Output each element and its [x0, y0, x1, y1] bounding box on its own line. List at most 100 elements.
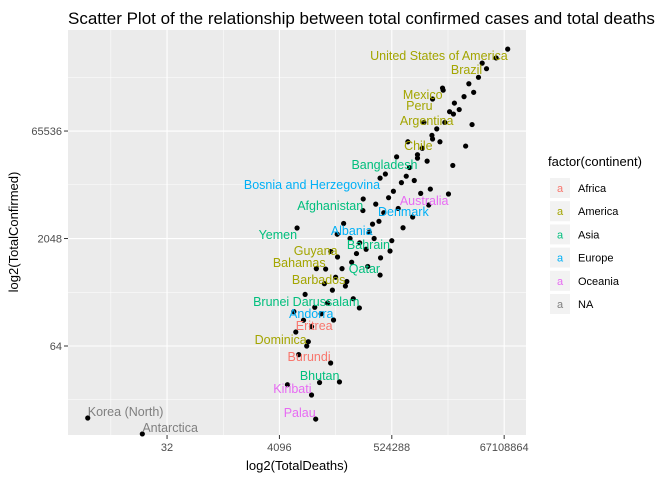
point: [371, 235, 377, 242]
point: [349, 259, 355, 265]
point: [446, 109, 453, 115]
x-tick-label: 524288: [373, 442, 410, 454]
point-label: Mexico: [403, 88, 443, 102]
point-label: Peru: [406, 99, 432, 113]
point: [365, 263, 371, 270]
legend-key: [550, 201, 570, 222]
point: [313, 266, 319, 272]
y-tick-label: 2048: [38, 234, 62, 246]
point: [466, 81, 472, 87]
point: [451, 100, 458, 106]
legend-label: Europe: [578, 253, 613, 265]
point-label: Bangladesh: [351, 158, 417, 172]
point: [360, 196, 366, 202]
point: [442, 119, 448, 126]
legend-glyph: a: [557, 229, 564, 241]
point: [414, 152, 421, 158]
point: [85, 415, 91, 421]
point: [300, 317, 307, 323]
point: [418, 190, 424, 196]
point: [302, 291, 308, 298]
y-tick-label: 65536: [31, 126, 62, 138]
point: [321, 281, 327, 287]
legend-key: [550, 178, 570, 198]
point: [324, 300, 331, 306]
point: [421, 119, 427, 126]
y-tick-label: 64: [50, 341, 62, 353]
point-label: United States of America: [370, 49, 508, 63]
point-label: Brunei Darussalam: [253, 295, 359, 309]
x-tick-label: 4096: [267, 442, 291, 454]
point: [403, 173, 409, 179]
point: [296, 352, 302, 358]
point: [318, 311, 324, 317]
point-label: Eritrea: [296, 319, 333, 333]
point: [376, 218, 382, 224]
point: [304, 343, 310, 349]
legend-title: factor(continent): [548, 154, 642, 169]
legend-key: [550, 247, 570, 268]
point: [398, 180, 405, 186]
point: [360, 207, 366, 214]
point-label: Dominica: [255, 333, 307, 347]
point-label: Australia: [400, 194, 449, 208]
point: [308, 324, 315, 330]
legend-label: Africa: [578, 183, 607, 195]
point: [344, 278, 350, 285]
legend-key: [550, 270, 570, 291]
point: [450, 111, 457, 117]
point: [429, 132, 435, 138]
point: [406, 164, 413, 171]
point-label: Denmark: [378, 205, 429, 219]
point: [450, 162, 456, 169]
point: [411, 177, 417, 184]
point: [284, 382, 291, 388]
point: [313, 416, 319, 422]
point: [405, 139, 411, 145]
point: [356, 305, 362, 311]
point-label: Guyana: [294, 244, 338, 258]
point: [390, 188, 396, 194]
point: [419, 145, 425, 151]
legend-glyph: a: [557, 299, 564, 311]
point: [357, 240, 363, 246]
point: [394, 154, 400, 160]
point: [323, 266, 329, 272]
point-label: Palau: [284, 406, 316, 420]
point-label: Kiribati: [273, 382, 311, 396]
point: [505, 46, 511, 52]
point: [139, 431, 145, 437]
chart-title: Scatter Plot of the relationship between…: [68, 9, 655, 28]
x-tick-label: 67108864: [480, 442, 529, 454]
y-axis-title: log2(TotalConfirmed): [6, 172, 21, 293]
point: [434, 126, 440, 132]
point: [385, 195, 392, 201]
legend-key: [550, 294, 570, 314]
point: [463, 143, 469, 149]
point: [330, 317, 337, 323]
x-axis-title: log2(TotalDeaths): [246, 458, 348, 473]
point: [387, 248, 393, 254]
point: [334, 254, 341, 260]
legend-glyph: a: [557, 183, 564, 195]
point: [471, 89, 477, 95]
point: [328, 248, 334, 255]
point: [316, 379, 323, 386]
legend-label: Oceania: [578, 276, 620, 288]
point-label: Antarctica: [142, 421, 198, 435]
point-label: Chile: [404, 139, 433, 153]
point: [366, 229, 372, 235]
point: [291, 309, 297, 315]
point: [328, 360, 334, 366]
point: [334, 231, 340, 237]
point-label: Argentina: [400, 114, 454, 128]
point-label: Andorra: [289, 307, 334, 321]
point-label: Barbados: [292, 273, 346, 287]
point-label: Qatar: [349, 262, 380, 276]
point: [437, 139, 443, 145]
point-label: Albania: [331, 224, 373, 238]
point: [342, 283, 349, 289]
point: [445, 191, 452, 197]
point: [469, 121, 475, 128]
